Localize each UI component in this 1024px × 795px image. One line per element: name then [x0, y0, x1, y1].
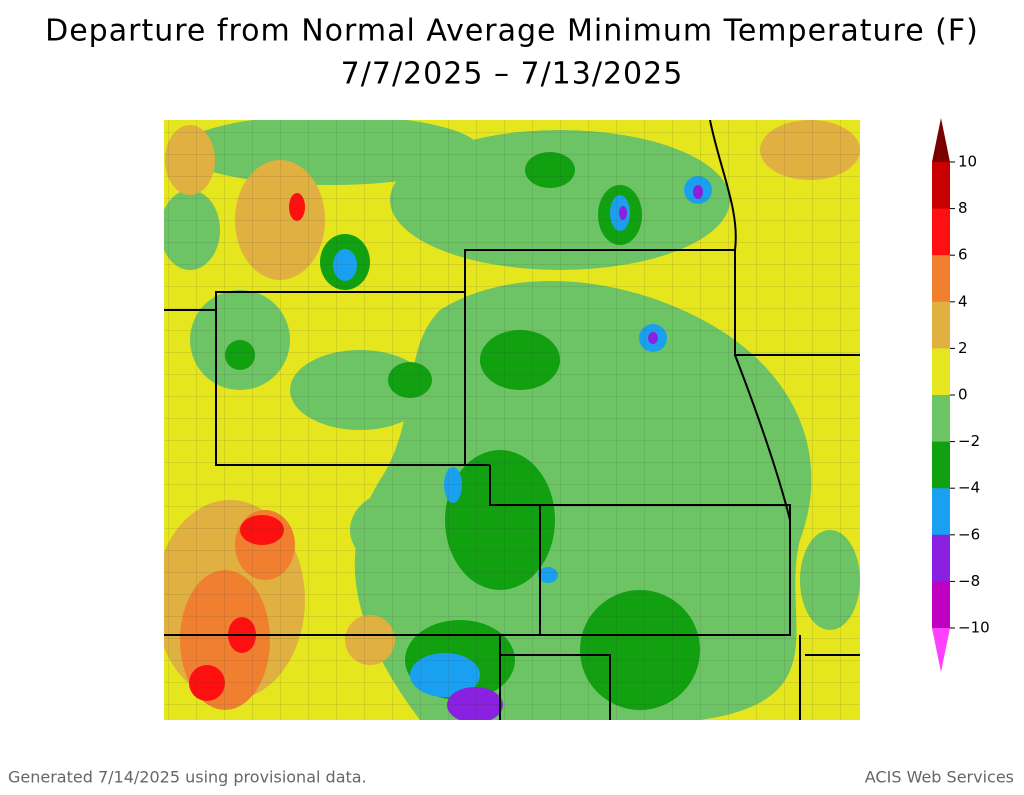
legend-swatch	[932, 118, 950, 162]
legend-label: 8	[958, 199, 968, 217]
title-line: Departure from Normal Average Minimum Te…	[45, 14, 979, 49]
legend-label: 4	[958, 292, 968, 310]
legend-label: −8	[958, 572, 980, 590]
legend-swatch	[932, 208, 950, 256]
legend: 10 8 6 4 2 0 −2 −4 −6 −8 −10	[932, 118, 990, 672]
legend-label: −4	[958, 479, 980, 497]
legend-label: 0	[958, 386, 968, 404]
legend-swatch	[932, 534, 950, 582]
legend-swatch	[932, 162, 950, 210]
legend-swatch	[932, 441, 950, 489]
legend-label: 2	[958, 339, 968, 357]
legend-swatch	[932, 488, 950, 536]
map	[164, 120, 860, 720]
legend-swatch	[932, 301, 950, 349]
footer-left: Generated 7/14/2025 using provisional da…	[8, 768, 367, 787]
legend-swatch	[932, 348, 950, 396]
legend-swatch	[932, 628, 950, 672]
legend-label: −2	[958, 432, 980, 450]
legend-swatch	[932, 581, 950, 629]
legend-swatch	[932, 395, 950, 443]
legend-label: −6	[958, 525, 980, 543]
legend-label: 6	[958, 246, 968, 264]
footer-right: ACIS Web Services	[865, 768, 1014, 787]
subtitle-line: 7/7/2025 – 7/13/2025	[341, 57, 684, 92]
legend-label: −10	[958, 619, 990, 637]
legend-label: 10	[958, 153, 977, 171]
legend-swatch	[932, 255, 950, 303]
